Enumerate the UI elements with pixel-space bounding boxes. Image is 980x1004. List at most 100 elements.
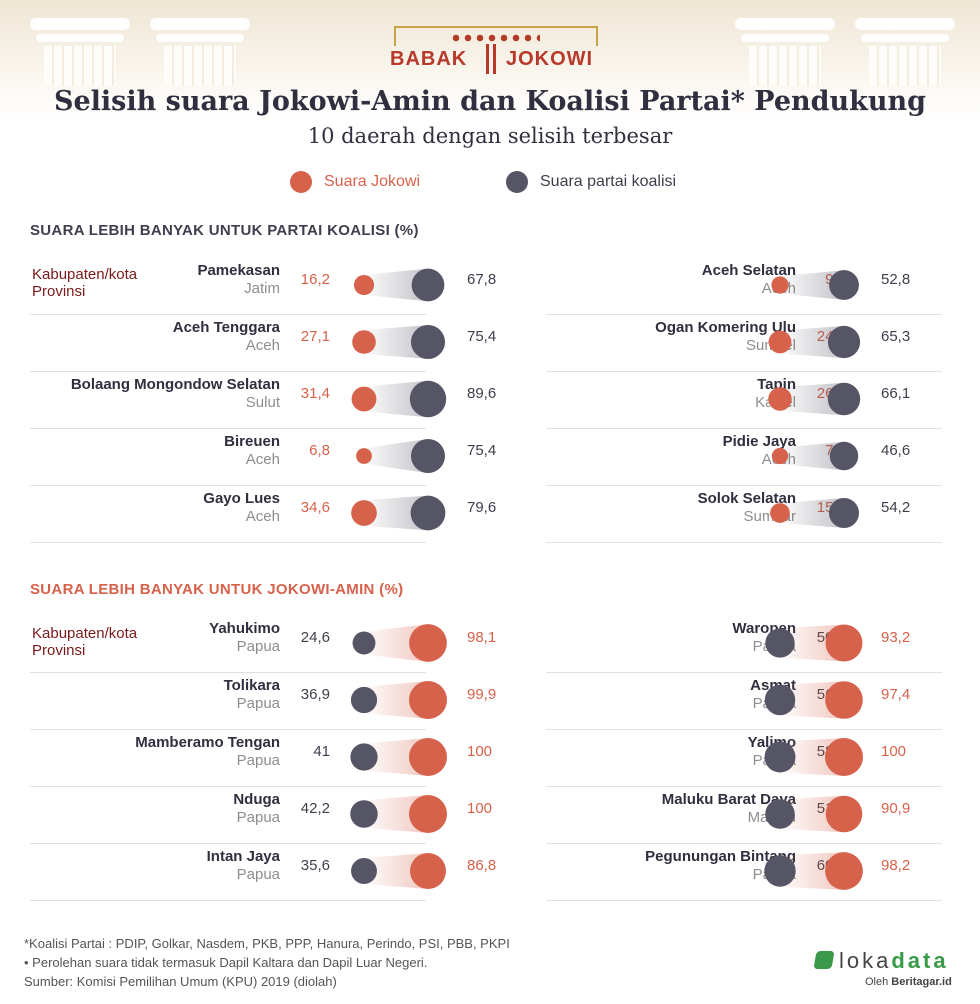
bubble-pair xyxy=(353,268,445,302)
region-name: Gayo Lues xyxy=(203,490,280,507)
region-name: Intan Jaya xyxy=(206,848,280,865)
data-label-jokowi: 31,4 xyxy=(300,385,330,402)
data-label-jokowi: 6,8 xyxy=(309,442,330,459)
table-row: Bireuen Aceh 6,8 75,4 xyxy=(30,429,496,486)
data-label-koalisi: 52,8 xyxy=(881,271,911,288)
data-label-koalisi: 35,6 xyxy=(300,857,330,874)
bubble-koalisi xyxy=(827,325,861,359)
data-label-koalisi: 36,9 xyxy=(300,686,330,703)
bubble-jokowi xyxy=(356,448,372,464)
brand-name-b: data xyxy=(891,948,949,973)
bubble-jokowi xyxy=(409,795,447,833)
region-name: Aceh Tenggara xyxy=(172,319,280,336)
legend-label-koalisi: Suara partai koalisi xyxy=(540,173,677,190)
province-name: Aceh xyxy=(245,451,280,468)
bubble-koalisi xyxy=(410,438,446,474)
bubble-pair xyxy=(352,624,447,662)
data-label-jokowi: 16,2 xyxy=(300,271,330,288)
region-name: Nduga xyxy=(233,791,280,808)
table-row: AsmatPapua56,197,4 xyxy=(546,673,942,730)
bubble-pair xyxy=(350,738,447,776)
table-row: Tolikara Papua 36,9 99,9 xyxy=(30,673,496,730)
bubble-koalisi xyxy=(351,858,377,884)
difference-band xyxy=(780,441,844,471)
difference-band xyxy=(780,795,844,833)
province-name: Papua xyxy=(236,752,280,769)
data-label-jokowi: 86,8 xyxy=(467,857,497,874)
bubble-pair xyxy=(351,495,446,531)
bubble-pair xyxy=(765,624,863,662)
table-row: Ogan Komering UluSumsel24,365,3 xyxy=(546,315,942,372)
data-label-koalisi: 89,6 xyxy=(467,385,497,402)
bubble-pair xyxy=(771,441,859,471)
brand-by-prefix: Oleh xyxy=(865,976,892,988)
table-row: Mamberamo Tengan Papua 41 100 xyxy=(30,730,492,787)
difference-band xyxy=(780,382,844,416)
legend-dot-jokowi xyxy=(290,171,312,193)
legend-label-jokowi: Suara Jokowi xyxy=(324,173,421,190)
section-jokowi-heading: SUARA LEBIH BANYAK UNTUK JOKOWI-AMIN (%) xyxy=(30,581,404,598)
pillar-decoration xyxy=(150,18,250,88)
difference-band xyxy=(364,853,428,889)
difference-band xyxy=(780,325,844,359)
data-label-koalisi: 46,6 xyxy=(881,442,911,459)
region-name: Tolikara xyxy=(223,677,280,694)
province-name: Papua xyxy=(236,695,280,712)
bubble-koalisi xyxy=(350,800,378,828)
data-label-jokowi: 93,2 xyxy=(881,629,911,646)
footnote-koalisi: *Koalisi Partai : PDIP, Golkar, Nasdem, … xyxy=(24,936,510,951)
bubble-jokowi xyxy=(409,738,447,776)
region-name: Ogan Komering Ulu xyxy=(655,319,796,336)
table-row: Pamekasan Jatim 16,2 67,8 xyxy=(30,258,496,315)
province-name: Papua xyxy=(236,638,280,655)
bubble-pair xyxy=(768,382,861,416)
table-row: TapinKalsel26,566,1 xyxy=(546,372,942,429)
footnote-dapil: • Perolehan suara tidak termasuk Dapil K… xyxy=(24,955,428,970)
bubble-jokowi xyxy=(768,387,792,411)
legend-koalisi: Suara partai koalisi xyxy=(506,170,676,194)
province-name: Aceh xyxy=(245,508,280,525)
bubble-pair xyxy=(764,681,863,719)
bubble-koalisi xyxy=(410,324,446,360)
column-header-provinsi: Provinsi xyxy=(32,642,86,659)
data-label-koalisi: 75,4 xyxy=(467,442,497,459)
data-label-koalisi: 54,2 xyxy=(881,499,911,516)
footnote-source: Sumber: Komisi Pemilihan Umum (KPU) 2019… xyxy=(24,974,337,989)
bubble-jokowi xyxy=(825,795,863,833)
column-header-provinsi: Provinsi xyxy=(32,283,86,300)
difference-band xyxy=(364,324,428,360)
bubble-jokowi xyxy=(409,624,447,662)
bubble-jokowi xyxy=(768,330,792,354)
legend-jokowi: Suara Jokowi xyxy=(290,170,420,194)
data-label-koalisi: 66,1 xyxy=(881,385,911,402)
pillar-decoration xyxy=(30,18,130,88)
data-label-koalisi: 24,6 xyxy=(300,629,330,646)
bubble-koalisi xyxy=(765,628,795,658)
brand-name-a: loka xyxy=(839,948,892,973)
babak-logo: BABAK JOKOWI xyxy=(390,22,600,78)
bubble-pair xyxy=(768,325,861,359)
difference-band xyxy=(364,495,428,531)
data-label-koalisi: 41 xyxy=(313,743,330,760)
legend-dot-koalisi xyxy=(506,171,528,193)
chart-subtitle: 10 daerah dengan selisih terbesar xyxy=(307,124,673,148)
data-label-jokowi: 98,1 xyxy=(467,629,497,646)
bubble-koalisi xyxy=(765,799,795,829)
bubble-jokowi xyxy=(409,681,447,719)
bubble-koalisi xyxy=(827,382,861,416)
province-name: Sulut xyxy=(245,394,280,411)
table-row: YalimoPapua58,6100 xyxy=(546,730,942,787)
table-row: Bolaang Mongondow Selatan Sulut 31,4 89,6 xyxy=(30,372,496,429)
data-label-jokowi: 99,9 xyxy=(467,686,497,703)
brand-by-name: Beritagar.id xyxy=(891,976,952,988)
data-label-jokowi: 34,6 xyxy=(300,499,330,516)
data-label-koalisi: 65,3 xyxy=(881,328,911,345)
bubble-pair xyxy=(351,853,446,889)
region-name: Pegunungan Bintang xyxy=(645,848,796,865)
bubble-pair xyxy=(764,852,863,890)
bubble-jokowi xyxy=(352,330,376,354)
data-label-koalisi: 42,2 xyxy=(300,800,330,817)
province-name: Jatim xyxy=(244,280,280,297)
table-row: Nduga Papua 42,2 100 xyxy=(30,787,492,844)
table-row: Aceh SelatanAceh9,452,8 xyxy=(546,258,942,315)
